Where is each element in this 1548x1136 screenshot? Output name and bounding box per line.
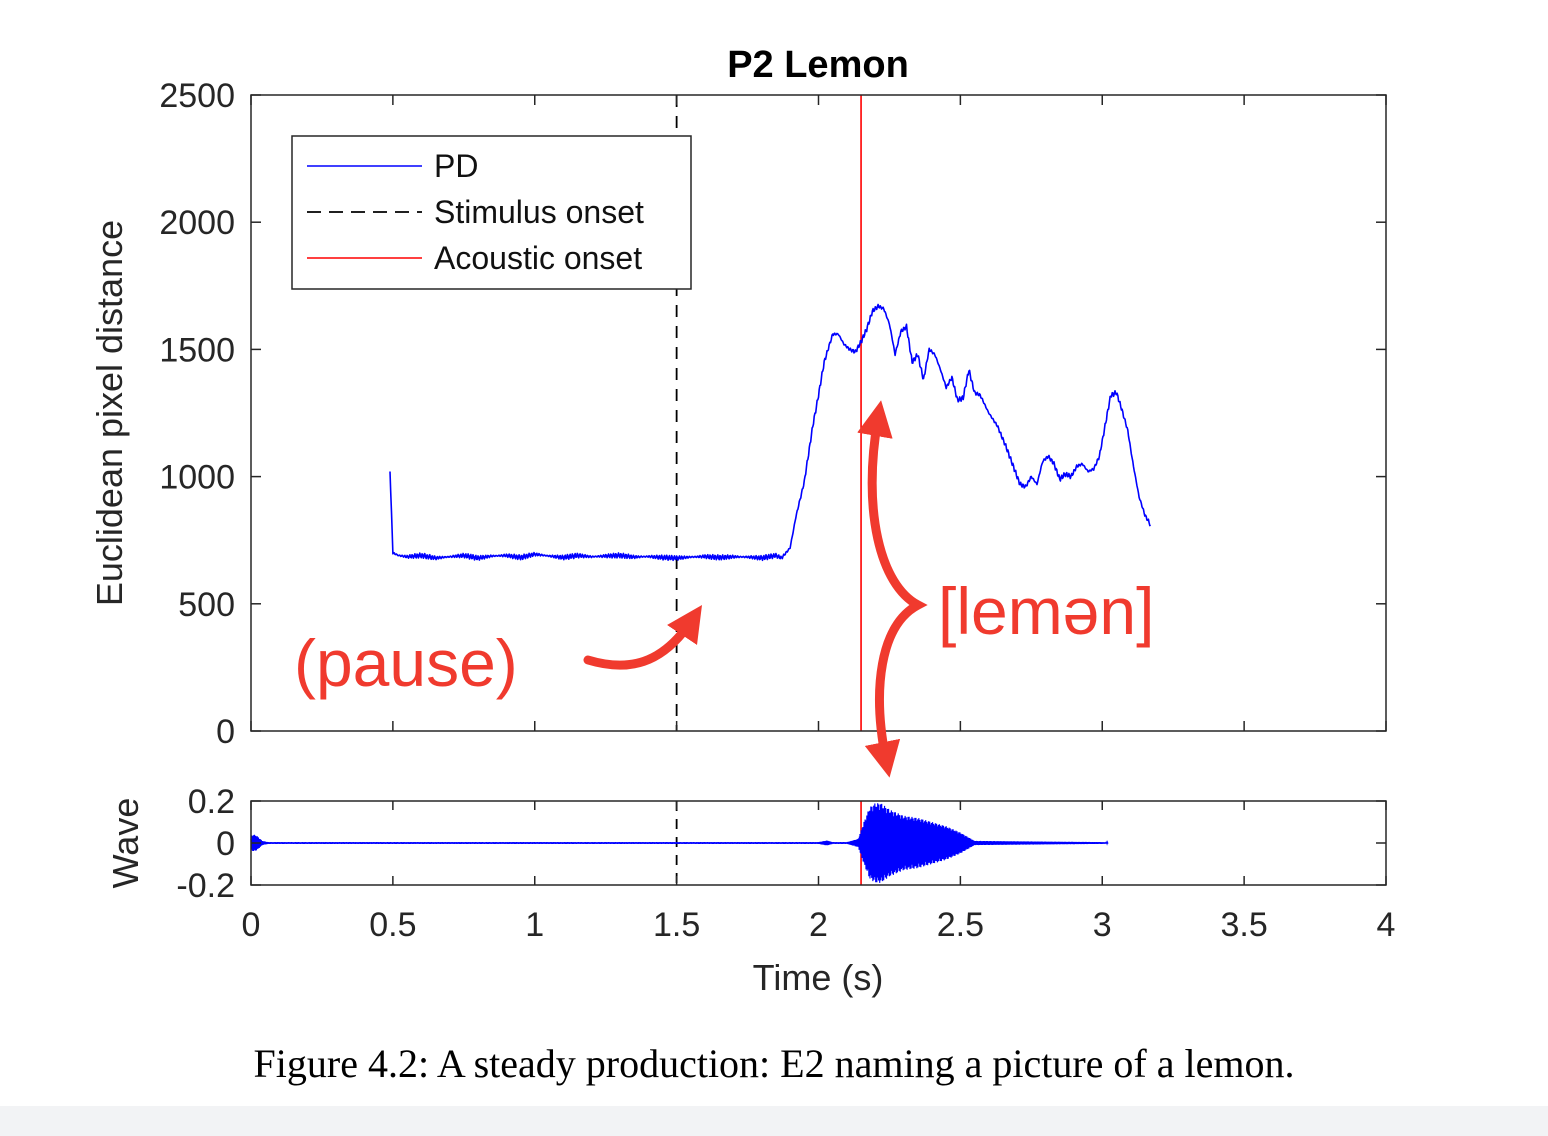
word-brace bbox=[857, 400, 928, 778]
x-tick-label: 4 bbox=[1377, 906, 1396, 944]
pd-plot: P2 Lemon 0 500 1000 1500 2000 2500 Euclidean … bbox=[89, 44, 1387, 751]
x-axis-label: Time (s) bbox=[753, 957, 884, 998]
y-tick-label: 2500 bbox=[159, 77, 235, 115]
pause-arrow bbox=[583, 605, 702, 670]
y-axis-label: Euclidean pixel distance bbox=[89, 220, 130, 606]
series-line-wave bbox=[250, 803, 1109, 883]
x-tick-label: 1.5 bbox=[653, 906, 700, 944]
wave-y-tick-label: -0.2 bbox=[176, 867, 235, 905]
word-annotation: [lemən] bbox=[938, 574, 1154, 648]
x-tick-label: 2.5 bbox=[937, 906, 984, 944]
wave-plot: -0.200.20 0.5 1 1.5 2 2.5 3 3.5 4 Wave Time (s) bbox=[105, 783, 1395, 998]
wave-y-tick-label: 0 bbox=[216, 825, 235, 863]
series-line-pd bbox=[389, 303, 1152, 562]
annotations: (pause) [lemən] bbox=[294, 400, 1154, 778]
x-tick-label: 3 bbox=[1093, 906, 1112, 944]
y-tick-label: 500 bbox=[178, 586, 235, 624]
legend-label-stimulus: Stimulus onset bbox=[434, 194, 644, 230]
chart-title: P2 Lemon bbox=[727, 44, 909, 86]
x-tick-label: 1 bbox=[525, 906, 544, 944]
x-tick-label: 0.5 bbox=[369, 906, 416, 944]
figure-caption: Figure 4.2: A steady production: E2 nami… bbox=[253, 1041, 1295, 1086]
x-tick-label: 0 bbox=[242, 906, 261, 944]
wave-y-tick-label: 0.2 bbox=[188, 783, 235, 821]
y-tick-label: 1500 bbox=[159, 331, 235, 369]
pause-annotation: (pause) bbox=[294, 626, 518, 700]
x-tick-label: 3.5 bbox=[1220, 906, 1267, 944]
legend: PD Stimulus onset Acoustic onset bbox=[291, 135, 692, 290]
legend-label-acoustic: Acoustic onset bbox=[434, 240, 642, 276]
legend-label-pd: PD bbox=[434, 148, 478, 184]
y-tick-label: 0 bbox=[216, 713, 235, 751]
page-bottom-band bbox=[0, 1106, 1548, 1136]
wave-y-axis-label: Wave bbox=[105, 798, 146, 889]
x-tick-label: 2 bbox=[809, 906, 828, 944]
y-tick-label: 2000 bbox=[159, 204, 235, 242]
y-tick-label: 1000 bbox=[159, 459, 235, 497]
